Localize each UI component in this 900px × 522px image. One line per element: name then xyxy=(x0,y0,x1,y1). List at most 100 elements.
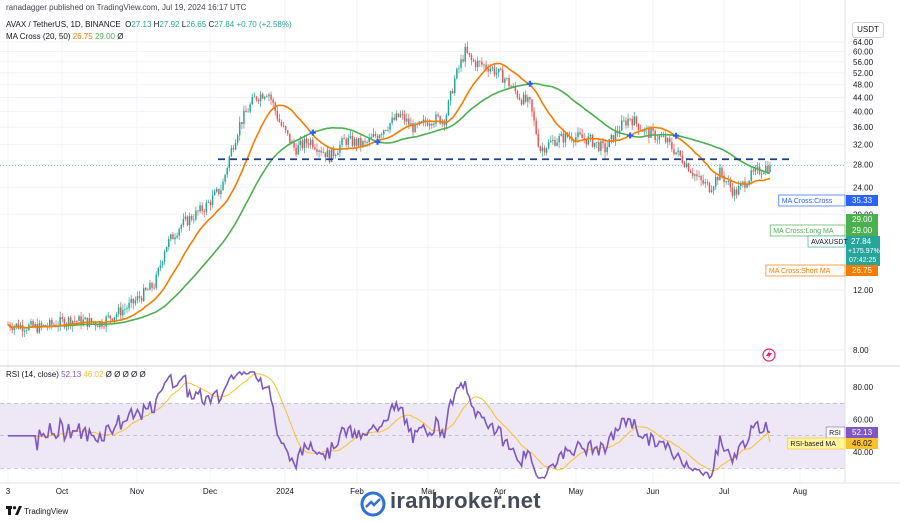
candle-body xyxy=(224,174,226,182)
candle-body xyxy=(23,330,26,332)
last-price-box xyxy=(846,236,880,266)
candle-body xyxy=(236,135,239,143)
candle-body xyxy=(543,147,546,153)
candle-body xyxy=(97,325,99,328)
candle-body xyxy=(107,315,109,317)
candle-body xyxy=(395,113,398,120)
candle-body xyxy=(704,182,707,184)
candle-body xyxy=(230,148,233,157)
candle-body xyxy=(727,180,729,182)
candle-body xyxy=(309,139,312,145)
candle-body xyxy=(485,64,487,69)
candle-body xyxy=(531,99,533,112)
candle-body xyxy=(673,149,675,155)
candle-body xyxy=(714,176,717,187)
ohlc-close: 27.84 xyxy=(214,20,235,29)
candle-body xyxy=(245,110,247,113)
candle-body xyxy=(472,60,475,62)
symbol-name[interactable]: AVAX / TetherUS, 1D, BINANCE xyxy=(6,20,121,29)
candle-body xyxy=(289,133,291,143)
candle-body xyxy=(660,136,663,137)
candle-body xyxy=(222,181,224,191)
candle-body xyxy=(762,172,765,174)
candle-body xyxy=(199,205,201,212)
publish-line: ranadagger published on TradingView.com,… xyxy=(6,3,247,12)
candle-body xyxy=(130,298,132,303)
time-tick-label: Apr xyxy=(494,487,507,496)
candle-body xyxy=(197,210,199,212)
candle-body xyxy=(602,141,604,144)
price-tick-label: 64.00 xyxy=(853,38,874,47)
candle-body xyxy=(431,123,433,126)
candle-body xyxy=(38,323,41,333)
candle-body xyxy=(216,188,218,192)
candle-body xyxy=(188,215,191,226)
candle-body xyxy=(111,318,114,321)
indicator-tag-label: MA Cross:Short MA xyxy=(769,268,831,275)
candle-body xyxy=(109,315,112,319)
candle-body xyxy=(748,180,750,186)
candle-body xyxy=(255,96,258,100)
tradingview-logo-icon xyxy=(6,506,22,515)
ohlc-low-label: L xyxy=(181,20,187,29)
ohlc-high: 27.92 xyxy=(159,20,180,29)
candle-body xyxy=(90,318,93,323)
candle-body xyxy=(502,69,504,83)
candle-body xyxy=(349,135,352,138)
candle-body xyxy=(468,52,471,55)
candle-body xyxy=(293,141,295,148)
candle-body xyxy=(190,215,193,220)
candle-body xyxy=(347,137,350,145)
candle-body xyxy=(687,163,690,172)
rsi-axis-box xyxy=(846,438,878,449)
axis-price-box xyxy=(846,214,878,225)
candle-body xyxy=(669,138,671,143)
candle-body xyxy=(328,150,331,163)
candle-body xyxy=(685,163,688,167)
candle-body xyxy=(259,94,262,102)
candle-body xyxy=(128,302,130,309)
candle-body xyxy=(343,138,345,140)
ma-indicator-name[interactable]: MA Cross (20, 50) xyxy=(6,32,71,41)
tradingview-logo[interactable]: TradingView xyxy=(6,506,68,516)
candle-body xyxy=(211,195,214,205)
candle-body xyxy=(34,324,36,327)
candle-body xyxy=(729,180,732,188)
candle-body xyxy=(201,205,203,212)
currency-button[interactable]: USDT xyxy=(852,22,884,38)
candle-body xyxy=(623,120,625,122)
candle-body xyxy=(737,186,740,195)
candle-body xyxy=(656,139,659,141)
candle-body xyxy=(635,116,638,124)
candle-body xyxy=(422,119,425,122)
candle-body xyxy=(533,111,535,121)
candle-body xyxy=(683,162,686,167)
candle-body xyxy=(552,139,554,142)
candle-body xyxy=(625,120,627,126)
candle-body xyxy=(49,319,51,327)
ma-cross-markers xyxy=(309,80,680,145)
candle-body xyxy=(330,149,333,163)
candle-body xyxy=(606,147,608,153)
candle-body xyxy=(11,327,13,331)
candle-body xyxy=(372,134,375,138)
candle-body xyxy=(157,267,160,275)
candle-body xyxy=(545,148,548,153)
candle-body xyxy=(209,201,212,205)
candle-body xyxy=(750,170,752,181)
candle-body xyxy=(161,261,164,266)
candle-body xyxy=(172,234,174,240)
candle-body xyxy=(21,325,24,332)
candle-body xyxy=(145,287,147,290)
indicator-tag xyxy=(765,264,846,277)
candle-body xyxy=(322,152,324,154)
candle-body xyxy=(614,130,617,142)
symbol-tag xyxy=(807,235,846,248)
flash-icon[interactable] xyxy=(762,348,776,362)
candle-body xyxy=(539,146,542,151)
rsi-indicator-name[interactable]: RSI (14, close) xyxy=(6,370,59,379)
candle-body xyxy=(282,125,285,127)
candle-body xyxy=(591,135,594,147)
candle-body xyxy=(362,141,364,146)
